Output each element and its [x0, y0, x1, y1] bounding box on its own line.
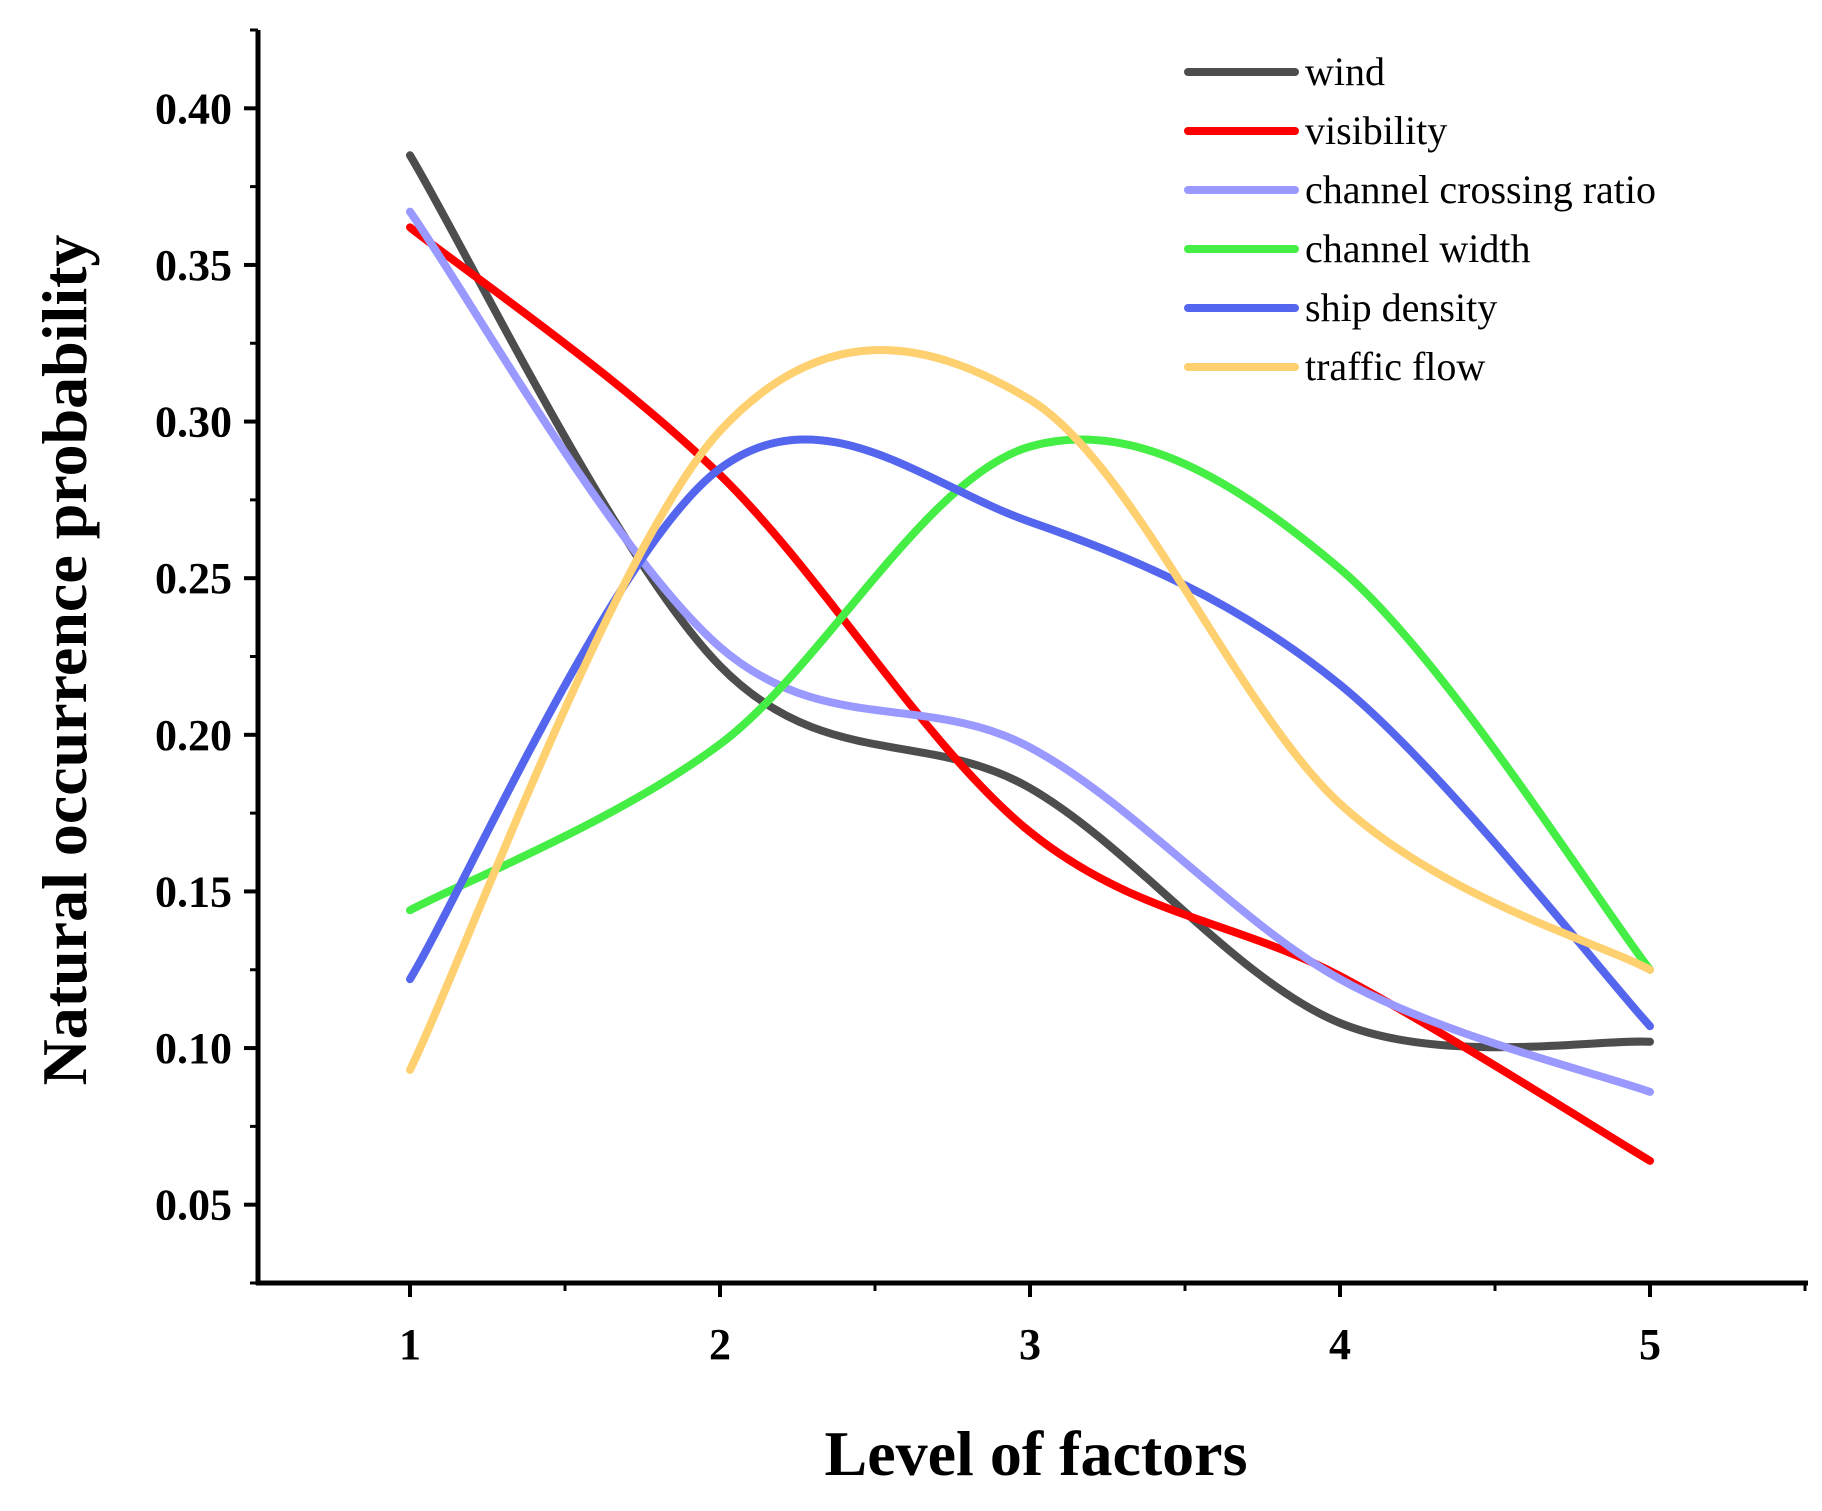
legend-label: channel width — [1305, 226, 1531, 271]
legend: wind visibility channel crossing ratio chan… — [1184, 49, 1656, 389]
x-tick-label: 3 — [1019, 1320, 1041, 1369]
x-tick-label: 4 — [1329, 1320, 1351, 1369]
x-tick-label: 1 — [399, 1320, 421, 1369]
x-axis-ticks: 1 2 3 4 5 — [399, 1283, 1807, 1369]
series-line-channel-crossing-ratio — [406, 207, 1654, 1096]
x-axis-title: Level of factors — [825, 1418, 1248, 1489]
series-line-visibility — [406, 223, 1654, 1165]
y-tick-label: 0.25 — [155, 554, 232, 603]
legend-label: channel crossing ratio — [1305, 167, 1656, 212]
series-line-traffic-flow — [406, 346, 1654, 1074]
y-axis-ticks: 0.05 0.10 0.15 0.20 0.25 0.30 0.35 0.40 — [155, 28, 258, 1285]
x-tick-label: 5 — [1639, 1320, 1661, 1369]
axes: 0.05 0.10 0.15 0.20 0.25 0.30 0.35 0.40 1 2 3 4 5 — [155, 28, 1808, 1369]
legend-label: traffic flow — [1305, 344, 1485, 389]
y-tick-label: 0.30 — [155, 398, 232, 447]
series-line-ship-density — [406, 435, 1654, 1031]
legend-label: ship density — [1305, 285, 1497, 330]
series-lines — [406, 151, 1654, 1165]
legend-label: visibility — [1305, 108, 1447, 153]
y-tick-label: 0.20 — [155, 711, 232, 760]
series-line-wind — [406, 151, 1654, 1052]
y-tick-label: 0.05 — [155, 1181, 232, 1230]
x-tick-label: 2 — [709, 1320, 731, 1369]
y-tick-label: 0.15 — [155, 867, 232, 916]
y-tick-label: 0.10 — [155, 1024, 232, 1073]
y-axis-title: Natural occurrence probability — [29, 235, 100, 1086]
y-tick-label: 0.35 — [155, 241, 232, 290]
y-tick-label: 0.40 — [155, 84, 232, 133]
legend-label: wind — [1305, 49, 1385, 94]
series-line-channel-width — [406, 435, 1654, 974]
